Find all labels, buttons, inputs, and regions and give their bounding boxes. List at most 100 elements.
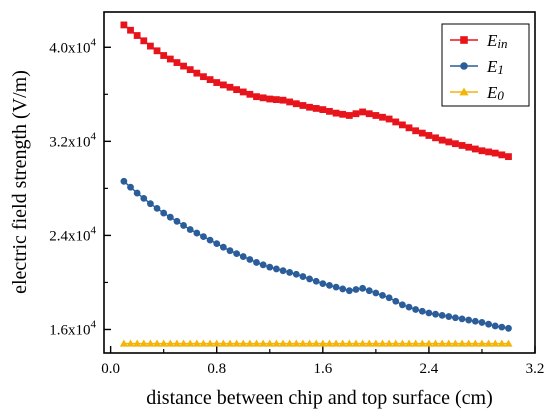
data-point [432,134,439,142]
data-point [471,317,479,325]
data-point [359,108,366,116]
data-point [305,339,314,347]
data-point [292,100,300,108]
data-point [273,265,280,273]
data-point [192,339,201,347]
data-point [133,189,141,197]
data-point [160,209,168,217]
data-point [246,90,254,98]
data-point [432,310,439,318]
data-point [133,339,142,347]
data-point [239,339,248,347]
data-point [306,103,313,111]
data-point [153,47,161,55]
data-point [451,339,460,347]
legend-marker [460,62,468,70]
y-tick-label: 1.6x104 [49,318,96,338]
data-point [292,270,300,278]
data-point [457,339,467,347]
data-point [379,291,386,299]
data-point [438,339,447,347]
data-point [418,339,427,347]
legend: Ein E1 E0 [441,23,530,107]
data-point [352,110,360,118]
legend-marker [459,87,469,96]
data-point [338,339,347,347]
data-point [233,250,241,258]
data-point [392,297,400,305]
data-point [505,324,512,332]
data-point [120,21,128,29]
data-point [286,269,294,276]
data-point [252,339,261,347]
data-point [186,226,194,233]
plot-frame [103,11,536,354]
data-point [332,109,340,117]
data-point [159,339,168,347]
data-point [465,143,473,151]
data-point [471,145,479,153]
legend-marker [460,36,468,44]
y-tick-label: 3.2x104 [49,130,96,150]
data-point [166,55,174,63]
data-point [213,79,221,86]
data-point [152,339,162,347]
data-point [206,76,214,84]
data-point [179,339,188,347]
data-point [226,83,234,91]
data-point [452,140,459,148]
data-point [412,127,420,135]
data-point [272,339,281,347]
data-point [412,306,420,313]
data-point [139,339,148,347]
data-point [279,96,287,104]
data-point [306,275,313,283]
data-point [478,147,486,155]
data-point [464,339,473,347]
data-point [398,301,406,309]
data-point [326,107,333,115]
data-point [173,217,181,225]
data-point [325,339,334,347]
data-point [259,339,268,347]
data-point [232,339,241,347]
data-point [398,121,406,129]
data-point [219,339,228,347]
data-point [253,93,260,101]
data-point [491,339,500,347]
data-point [299,273,307,280]
data-point [418,307,426,315]
data-point [379,113,386,121]
data-point [326,281,333,289]
legend-label: E1 [486,57,504,77]
data-point [391,339,400,347]
data-point [273,96,280,104]
data-point [345,287,353,295]
data-point [404,339,414,347]
data-point [465,316,473,324]
x-tick-label: 0.8 [207,361,226,377]
data-point [498,323,506,331]
data-point [312,277,320,285]
data-point [318,339,327,347]
data-point [133,32,141,39]
data-point [233,86,241,94]
data-point [239,253,247,260]
data-point [372,112,380,119]
data-point [392,118,400,126]
data-point [385,294,393,302]
data-point [405,124,413,132]
legend-label: E0 [486,83,504,103]
data-point [172,339,182,347]
x-tick-label: 1.6 [313,361,332,377]
data-point [505,153,512,161]
series-E1 [120,177,512,332]
data-point [180,222,187,229]
data-point [200,73,207,81]
data-point [504,339,513,347]
data-point [312,105,320,112]
data-point [312,339,321,347]
data-point [359,284,366,292]
data-point [246,256,254,263]
